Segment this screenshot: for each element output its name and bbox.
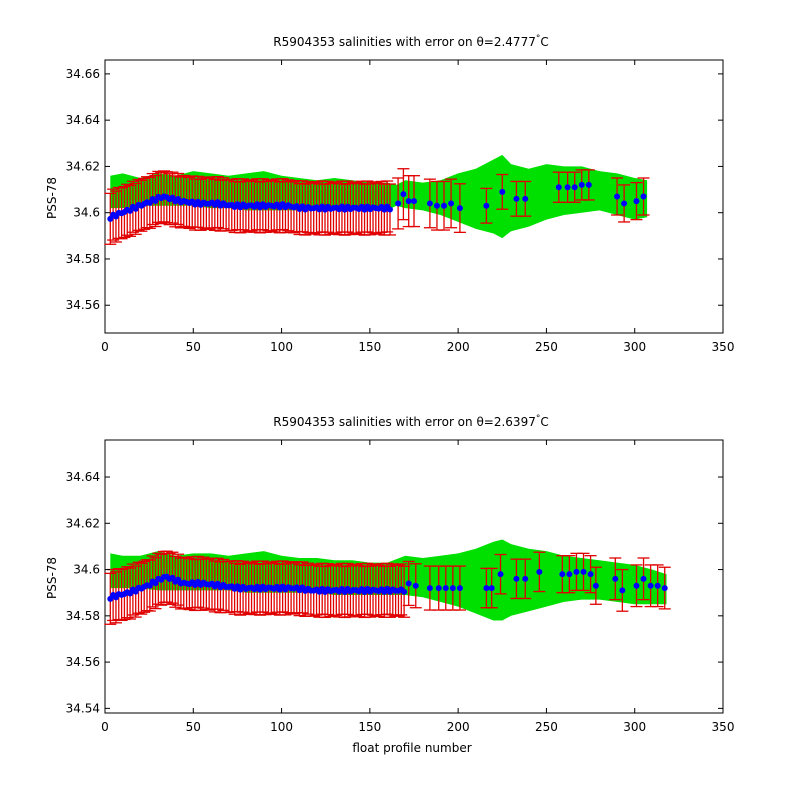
data-point [132, 205, 139, 212]
y-axis-label: PSS-78 [45, 557, 59, 599]
data-point [456, 585, 463, 592]
data-point [426, 585, 433, 592]
data-point [152, 580, 159, 587]
data-point [633, 582, 640, 589]
data-point [127, 207, 134, 214]
data-point [499, 188, 506, 195]
data-point [410, 198, 417, 205]
x-tick-label: 350 [712, 340, 735, 354]
panel-bottom: R5904353 salinities with error on θ=2.63… [45, 414, 734, 755]
data-point [395, 200, 402, 207]
data-point [633, 198, 640, 205]
data-point [483, 202, 490, 209]
data-point [412, 582, 419, 589]
data-point [573, 568, 580, 575]
data-point [488, 585, 495, 592]
y-tick-label: 34.66 [66, 67, 100, 81]
data-point [522, 195, 529, 202]
data-point [571, 184, 578, 191]
x-tick-label: 100 [270, 720, 293, 734]
panel-top: R5904353 salinities with error on θ=2.47… [45, 34, 734, 354]
x-tick-label: 250 [535, 720, 558, 734]
data-point [619, 587, 626, 594]
data-point [405, 198, 412, 205]
data-point [587, 571, 594, 578]
data-point [555, 184, 562, 191]
data-point [566, 571, 573, 578]
x-tick-label: 150 [358, 340, 381, 354]
data-point [654, 582, 661, 589]
data-point [661, 585, 668, 592]
y-tick-label: 34.6 [73, 563, 100, 577]
data-point [405, 580, 412, 587]
data-point [522, 575, 529, 582]
y-tick-label: 34.62 [66, 159, 100, 173]
x-tick-label: 300 [623, 340, 646, 354]
data-point [435, 585, 442, 592]
x-tick-label: 200 [447, 720, 470, 734]
x-tick-label: 300 [623, 720, 646, 734]
data-point [152, 198, 159, 205]
y-tick-label: 34.58 [66, 252, 100, 266]
data-point [449, 585, 456, 592]
data-point [647, 582, 654, 589]
data-point [386, 206, 393, 213]
data-point [536, 568, 543, 575]
y-tick-label: 34.54 [66, 701, 100, 715]
chart-title: R5904353 salinities with error on θ=2.47… [273, 34, 548, 49]
data-point [426, 200, 433, 207]
data-point [483, 585, 490, 592]
y-tick-label: 34.58 [66, 609, 100, 623]
chart-title: R5904353 salinities with error on θ=2.63… [273, 414, 548, 429]
y-tick-label: 34.64 [66, 113, 100, 127]
data-point [585, 181, 592, 188]
data-point [559, 571, 566, 578]
y-tick-label: 34.64 [66, 470, 100, 484]
data-point [640, 193, 647, 200]
data-point [513, 195, 520, 202]
x-tick-label: 0 [101, 340, 109, 354]
data-point [592, 582, 599, 589]
y-tick-label: 34.6 [73, 206, 100, 220]
x-tick-label: 0 [101, 720, 109, 734]
data-point [621, 200, 628, 207]
data-point [146, 582, 153, 589]
data-point [614, 193, 621, 200]
data-point [127, 590, 134, 597]
data-point [442, 585, 449, 592]
data-point [612, 575, 619, 582]
data-point [640, 575, 647, 582]
data-point [497, 571, 504, 578]
x-tick-label: 250 [535, 340, 558, 354]
x-tick-label: 100 [270, 340, 293, 354]
data-point [107, 215, 114, 222]
y-tick-label: 34.56 [66, 655, 100, 669]
y-axis-label: PSS-78 [45, 177, 59, 219]
x-tick-label: 350 [712, 720, 735, 734]
y-tick-label: 34.56 [66, 298, 100, 312]
x-tick-label: 200 [447, 340, 470, 354]
data-point [401, 588, 408, 595]
data-point [433, 202, 440, 209]
data-point [400, 191, 407, 198]
x-tick-label: 50 [186, 340, 201, 354]
x-tick-label: 150 [358, 720, 381, 734]
data-point [513, 575, 520, 582]
data-point [169, 574, 176, 581]
data-point [578, 181, 585, 188]
x-axis-label: float profile number [352, 741, 471, 755]
y-tick-label: 34.62 [66, 516, 100, 530]
x-tick-label: 50 [186, 720, 201, 734]
data-point [456, 205, 463, 212]
data-point [448, 200, 455, 207]
data-point [564, 184, 571, 191]
data-point [580, 568, 587, 575]
data-point [441, 202, 448, 209]
